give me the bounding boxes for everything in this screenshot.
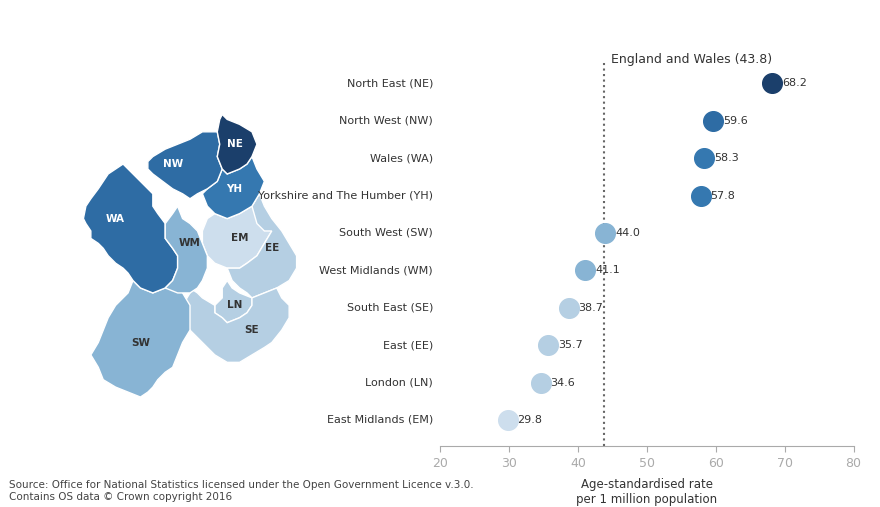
X-axis label: Age-standardised rate
per 1 million population: Age-standardised rate per 1 million popu… (576, 478, 717, 506)
Polygon shape (217, 115, 257, 174)
Point (598, 229, 612, 237)
Text: East Midlands (EM): East Midlands (EM) (326, 415, 433, 425)
Text: 29.8: 29.8 (517, 415, 542, 425)
Polygon shape (215, 280, 252, 322)
Text: Yorkshire and The Humber (YH): Yorkshire and The Humber (YH) (258, 191, 433, 200)
Text: 35.7: 35.7 (558, 340, 583, 350)
Text: England and Wales (43.8): England and Wales (43.8) (611, 53, 772, 66)
Text: North East (NE): North East (NE) (347, 78, 433, 88)
Text: 38.7: 38.7 (579, 303, 604, 313)
Point (706, 117, 720, 125)
Text: 68.2: 68.2 (782, 78, 807, 88)
Text: East (EE): East (EE) (383, 340, 433, 350)
Text: NW: NW (163, 159, 183, 169)
Point (693, 192, 708, 200)
Polygon shape (91, 268, 190, 397)
Text: Wales (WA): Wales (WA) (370, 153, 433, 163)
Polygon shape (84, 164, 178, 293)
Point (578, 266, 592, 274)
Text: WM: WM (179, 238, 201, 248)
Text: West Midlands (WM): West Midlands (WM) (319, 265, 433, 275)
Point (561, 304, 576, 312)
Point (541, 341, 555, 349)
Text: SE: SE (245, 325, 260, 335)
Text: 44.0: 44.0 (615, 228, 640, 238)
Polygon shape (227, 194, 297, 298)
Text: 57.8: 57.8 (710, 191, 735, 200)
Text: 41.1: 41.1 (595, 265, 620, 275)
Point (697, 154, 711, 162)
Polygon shape (182, 288, 290, 363)
Text: YH: YH (226, 184, 243, 194)
Text: EM: EM (231, 233, 248, 243)
Text: LN: LN (227, 300, 242, 310)
Polygon shape (202, 157, 264, 219)
Text: 59.6: 59.6 (722, 116, 747, 126)
Text: 34.6: 34.6 (550, 378, 576, 387)
Text: North West (NW): North West (NW) (340, 116, 433, 126)
Text: EE: EE (265, 243, 279, 254)
Text: NE: NE (227, 139, 243, 149)
Point (501, 416, 515, 424)
Text: SW: SW (131, 338, 150, 347)
Point (533, 379, 547, 387)
Text: London (LN): London (LN) (365, 378, 433, 387)
Text: Source: Office for National Statistics licensed under the Open Government Licenc: Source: Office for National Statistics l… (9, 480, 473, 502)
Polygon shape (202, 194, 272, 268)
Text: South West (SW): South West (SW) (340, 228, 433, 238)
Text: South East (SE): South East (SE) (347, 303, 433, 313)
Text: 58.3: 58.3 (714, 153, 738, 163)
Polygon shape (148, 132, 223, 199)
Point (766, 79, 780, 87)
Text: WA: WA (106, 213, 125, 224)
Polygon shape (165, 206, 208, 293)
